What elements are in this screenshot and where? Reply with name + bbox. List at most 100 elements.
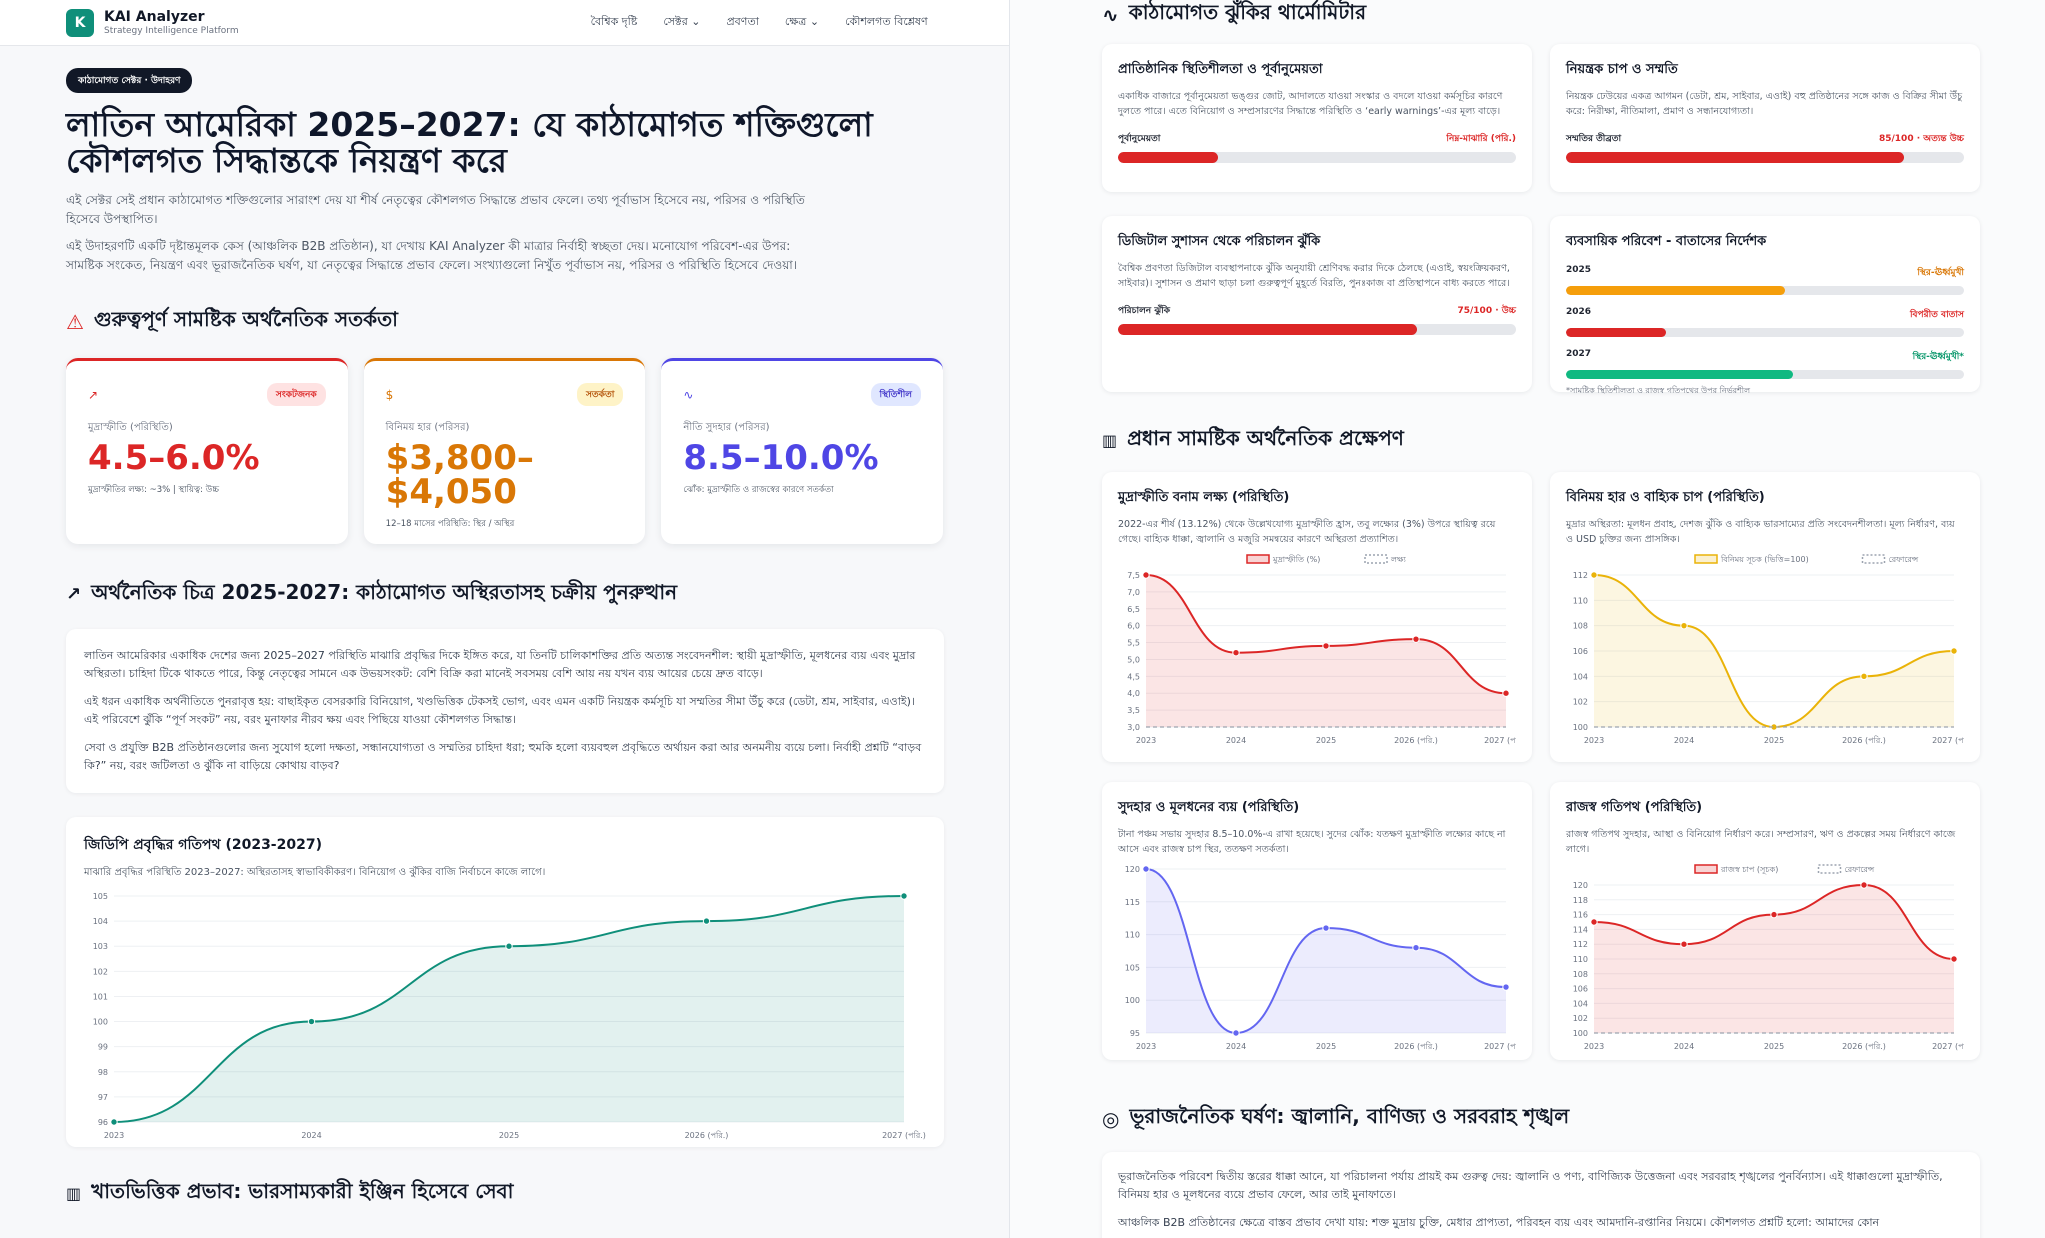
status-badge: সতর্কতা: [576, 383, 624, 406]
y-tick-label: 114: [1573, 925, 1588, 934]
sector-heading-text: খাতভিত্তিক প্রভাব: ভারসাম্যকারী ইঞ্জিন হ…: [91, 1179, 514, 1203]
y-tick-label: 110: [1573, 955, 1588, 964]
y-tick-label: 103: [93, 942, 108, 951]
y-tick-label: 104: [1573, 999, 1588, 1008]
x-tick-label: 2023: [1136, 1042, 1156, 1051]
thermo-card-compliance: নিয়ন্ত্রক চাপ ও সম্মতি নিয়ন্ত্রক ঢেউয়…: [1550, 44, 1980, 192]
y-tick-label: 7,5: [1127, 571, 1140, 580]
y-tick-label: 100: [1125, 996, 1140, 1005]
intro-text-2: এই উদাহরণটি একটি দৃষ্টান্তমূলক কেস (আঞ্চ…: [66, 239, 798, 272]
y-tick-label: 102: [1573, 1014, 1588, 1023]
thermo-card-business-winds: ব্যবসায়িক পরিবেশ - বাতাসের নির্দেশক 202…: [1550, 216, 1980, 395]
gdp-chart: 96 97 98 99 100 101 102 103 104 105 2023 2024 2025 20…: [93, 892, 926, 1140]
kpi-value: $3,800– $4,050: [385, 438, 534, 512]
y-tick-label: 116: [1573, 911, 1588, 920]
footnote: *সামষ্টিক স্থিতিশীলতা ও রাজস্ব গতিপথের উ…: [1566, 386, 1751, 395]
fiscal-chart: 100 102 104 106 108 110 112 114 116 118 120 2023 202…: [1573, 864, 1976, 1051]
meter-fill: [1118, 324, 1417, 335]
nav-sectors[interactable]: সেক্টর ⌄: [663, 13, 700, 32]
pulse-icon: ∿: [683, 387, 694, 402]
data-point: [702, 917, 711, 925]
chart-card-title: বিনিময় হার ও বাহ্যিক চাপ (পরিস্থিতি): [1566, 490, 1765, 505]
meter-label: 2027: [1566, 349, 1592, 359]
x-tick-label: 2026 (পরি.): [1842, 736, 1886, 745]
chart-card-desc: 2022-এর শীর্ষ (13.12%) থেকে উল্লেখযোগ্য …: [1118, 519, 1496, 545]
kpi-label: নীতি সুদহার (পরিসর): [683, 422, 770, 433]
data-point: [1860, 881, 1868, 889]
kpi-note: 12–18 মাসের পরিস্থিতি: স্থির / অস্থির: [385, 519, 515, 529]
pulse-icon: ∿: [1102, 2, 1119, 27]
x-tick-label: 2027 (পরি.): [1932, 1042, 1964, 1051]
x-tick-label: 2025: [1764, 1042, 1784, 1051]
trend-up-icon: ↗: [66, 584, 82, 605]
geo-heading: ◎ ভূরাজনৈতিক ঘর্ষণ: জ্বালানি, বাণিজ্য ও …: [1102, 1102, 1569, 1135]
nav-fields[interactable]: ক্ষেত্র ⌄: [785, 13, 819, 32]
legend-swatch: [1694, 554, 1718, 564]
nav-global-view[interactable]: বৈশ্বিক দৃষ্টি: [590, 15, 638, 28]
y-tick-label: 6,5: [1127, 605, 1140, 614]
x-tick-label: 2025: [499, 1131, 519, 1140]
chart-card-title: রাজস্ব গতিপথ (পরিস্থিতি): [1566, 800, 1703, 815]
x-tick-label: 2023: [1136, 736, 1156, 745]
logo-icon[interactable]: K: [66, 8, 94, 37]
brand[interactable]: KAI Analyzer Strategy Intelligence Platf…: [104, 9, 239, 37]
meter-track: [1566, 370, 1964, 379]
meter-track: [1566, 286, 1964, 295]
thermo-card-digital: ডিজিটাল সুশাসন থেকে পরিচালন ঝুঁকি বৈশ্বি…: [1102, 216, 1532, 392]
kpi-card-exchange: $ সতর্কতা বিনিময় হার (পরিসর) $3,800– $4…: [363, 358, 646, 544]
thermo-card-desc: নিয়ন্ত্রক ঢেউয়ের একত্র আগমন (ডেটা, শ্র…: [1566, 91, 1963, 117]
x-tick-label: 2023: [1584, 1042, 1604, 1051]
data-point: [900, 892, 908, 900]
data-point: [1322, 924, 1330, 932]
meter-label: 2026: [1566, 307, 1592, 317]
meter-fill: [1566, 328, 1666, 337]
legend-swatch: [1694, 864, 1718, 874]
meter-fill: [1566, 286, 1785, 295]
series-line: [113, 895, 905, 1123]
data-point: [1502, 983, 1510, 991]
y-tick-label: 108: [1573, 622, 1588, 631]
data-point: [1590, 918, 1598, 926]
nav-trends[interactable]: প্রবণতা: [726, 15, 759, 28]
x-tick-label: 2023: [104, 1131, 124, 1140]
chart-card-desc: টানা পঞ্চম সভায় সুদহার 8.5–10.0%-এ রাখা…: [1118, 829, 1506, 855]
bar-chart-icon: ▥: [66, 1184, 82, 1203]
y-tick-label: 101: [93, 992, 108, 1001]
legend-swatch: [1364, 554, 1388, 564]
thermo-heading: ∿ কাঠামোগত ঝুঁকির থার্মোমিটার: [1102, 0, 1366, 31]
economy-paragraph: সেবা ও প্রযুক্তি B2B প্রতিষ্ঠানগুলোর জন্…: [84, 741, 922, 772]
area-fill: [1594, 575, 1954, 727]
data-point: [1502, 689, 1510, 697]
kpi-note: ঝোঁক: মুদ্রাস্ফীতি ও রাজস্বের কারণে সতর্…: [683, 485, 834, 495]
projections-heading-text: প্রধান সামষ্টিক অর্থনৈতিক প্রক্ষেপণ: [1127, 426, 1404, 450]
chart-card-title: মুদ্রাস্ফীতি বনাম লক্ষ্য (পরিস্থিতি): [1118, 490, 1290, 505]
data-point: [1680, 621, 1688, 630]
gdp-chart-title: জিডিপি প্রবৃদ্ধির গতিপথ (2023-2027): [84, 837, 322, 853]
interest-chart-card: সুদহার ও মূলধনের ব্যয় (পরিস্থিতি) টানা …: [1102, 782, 1532, 1060]
economy-text-card: লাতিন আমেরিকার একাধিক দেশের জন্য 2025–20…: [66, 629, 944, 793]
brand-tagline: Strategy Intelligence Platform: [104, 25, 239, 36]
legend-label: লক্ষ্য: [1390, 555, 1406, 564]
meter-status: বিপরীত বাতাস: [1909, 310, 1964, 320]
data-point: [1142, 571, 1150, 579]
nav-strategic-analysis[interactable]: কৌশলগত বিশ্লেষণ: [845, 15, 928, 28]
alerts-heading-text: গুরুত্বপূর্ণ সামষ্টিক অর্থনৈতিক সতর্কতা: [93, 307, 398, 331]
fiscal-chart-card: রাজস্ব গতিপথ (পরিস্থিতি) রাজস্ব গতিপথ সু…: [1550, 782, 1980, 1060]
y-tick-label: 3,5: [1127, 706, 1140, 715]
data-point: [1142, 865, 1150, 873]
meter-track: [1118, 152, 1516, 163]
y-tick-label: 120: [1573, 881, 1588, 890]
exchange-chart: 100 102 104 106 108 110 112 2023 2024 2025 2026 (প…: [1573, 554, 1976, 745]
series-line: [1593, 574, 1955, 729]
y-tick-label: 95: [1130, 1029, 1140, 1038]
x-tick-label: 2026 (পরি.): [1842, 1042, 1886, 1051]
y-tick-label: 99: [98, 1043, 108, 1052]
exchange-chart-card: বিনিময় হার ও বাহ্যিক চাপ (পরিস্থিতি) মু…: [1550, 472, 1980, 762]
x-tick-label: 2024: [1674, 1042, 1694, 1051]
geo-text-card: ভূরাজনৈতিক পরিবেশ দ্বিতীয় স্তরের ধাক্কা…: [1102, 1152, 1980, 1238]
trend-up-icon: ↗: [88, 387, 99, 402]
x-tick-label: 2024: [1226, 736, 1246, 745]
y-tick-label: 110: [1573, 596, 1588, 605]
y-tick-label: 105: [93, 892, 108, 901]
thermo-card-title: ডিজিটাল সুশাসন থেকে পরিচালন ঝুঁকি: [1118, 234, 1321, 249]
